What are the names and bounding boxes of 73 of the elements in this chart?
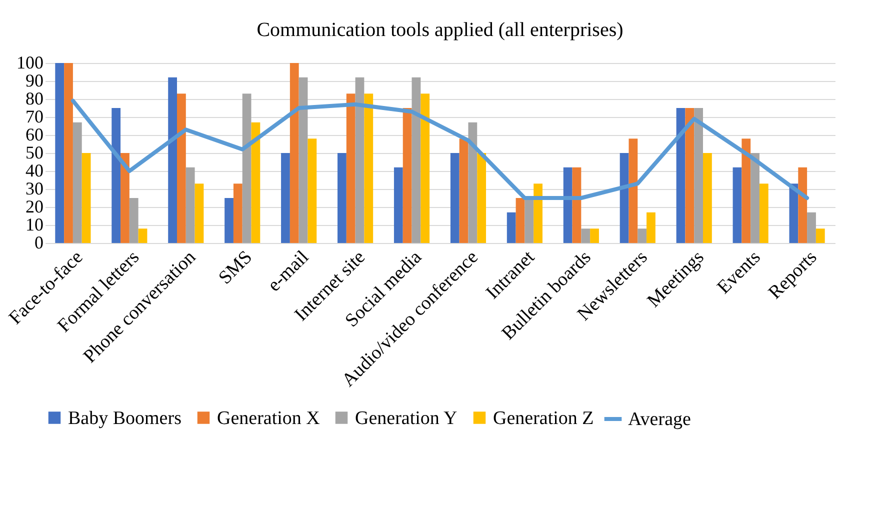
legend-label: Generation Y (355, 408, 458, 429)
bar (816, 228, 825, 243)
bar (750, 153, 760, 243)
y-tick-label: 100 (16, 52, 44, 72)
legend-label: Baby Boomers (68, 408, 182, 429)
bar (524, 198, 534, 243)
bar (572, 167, 582, 243)
y-tick-label: 90 (26, 70, 44, 90)
bar (346, 94, 356, 243)
bar (468, 122, 478, 243)
bar (55, 63, 64, 243)
bar (628, 138, 638, 243)
bar (82, 153, 91, 243)
bar (251, 122, 260, 243)
bar (506, 212, 516, 243)
bar (420, 94, 430, 243)
bar (459, 138, 468, 243)
bar (355, 77, 364, 243)
bar (281, 153, 290, 243)
bar (338, 153, 346, 243)
bar (703, 153, 712, 243)
bar (732, 167, 742, 243)
bar (112, 108, 121, 243)
bar (72, 122, 82, 243)
bar (168, 77, 177, 243)
y-tick-label: 30 (26, 178, 44, 198)
y-tick-label: 70 (26, 106, 44, 126)
bar (120, 153, 130, 243)
bar (194, 184, 204, 243)
bar (138, 228, 148, 243)
y-tick-label: 80 (26, 88, 44, 108)
bar (242, 94, 252, 243)
bar (638, 228, 647, 243)
bar (534, 184, 542, 243)
bar (807, 212, 816, 243)
bar (477, 153, 486, 243)
y-tick-label: 10 (26, 214, 44, 234)
bar (402, 108, 412, 243)
line-series (70, 98, 810, 200)
bar (176, 94, 186, 243)
bar (620, 153, 629, 243)
y-tick-label: 0 (34, 232, 44, 252)
bar (290, 63, 299, 243)
bar (516, 198, 525, 243)
bar (186, 167, 195, 243)
bar (563, 167, 572, 243)
legend-label: Generation Z (493, 408, 594, 429)
bar (129, 198, 138, 243)
y-tick-label: 20 (26, 196, 44, 216)
bar (590, 228, 599, 243)
bar (742, 138, 751, 243)
bar (412, 77, 421, 243)
y-tick-label: 50 (26, 142, 44, 162)
y-tick-label: 60 (26, 124, 44, 144)
bar (394, 167, 403, 243)
bar (685, 108, 694, 243)
legend-label: Generation X (217, 408, 320, 429)
bar (224, 198, 234, 243)
bar (233, 184, 242, 243)
bar (308, 138, 317, 243)
bar (676, 108, 686, 243)
bar (798, 167, 808, 243)
y-tick-label: 40 (26, 160, 44, 180)
bar (64, 63, 73, 243)
bar (759, 184, 768, 243)
bar (694, 108, 704, 243)
bar (450, 153, 460, 243)
bar (646, 212, 656, 243)
chart-title: Communication tools applied (all enterprises) (256, 19, 624, 41)
legend-label: Average (628, 409, 691, 430)
bar (581, 228, 590, 243)
bar (298, 77, 308, 243)
bar (364, 94, 374, 243)
